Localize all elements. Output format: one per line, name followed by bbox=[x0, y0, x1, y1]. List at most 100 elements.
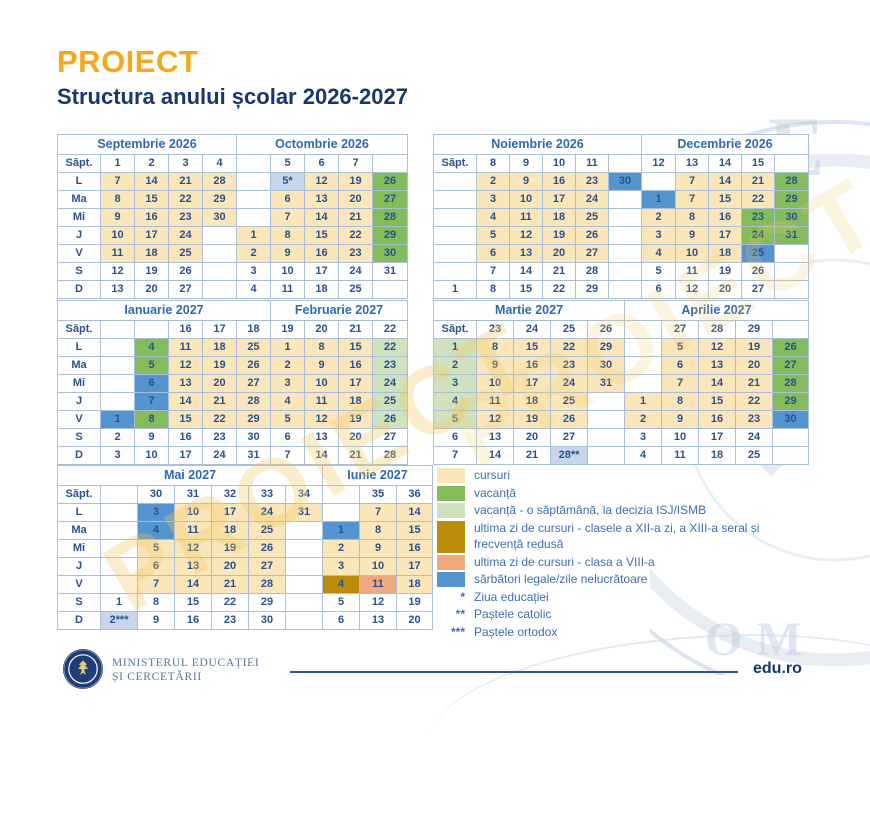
day-cell: 26 bbox=[236, 356, 271, 375]
day-cell: 2 bbox=[433, 356, 477, 375]
day-cell bbox=[236, 190, 271, 209]
ministry-name-line1: MINISTERUL EDUCAȚIEI bbox=[112, 657, 260, 669]
day-cell: 16 bbox=[338, 356, 373, 375]
day-cell: 13 bbox=[100, 280, 135, 299]
day-cell: 14 bbox=[476, 446, 514, 465]
day-cell: 22 bbox=[202, 410, 237, 429]
day-cell: 6 bbox=[137, 557, 175, 576]
month-header: Aprilie 2027 bbox=[624, 300, 809, 321]
day-cell: 3 bbox=[270, 374, 305, 393]
day-cell: 5 bbox=[641, 262, 676, 281]
day-cell bbox=[202, 280, 237, 299]
day-cell: 27 bbox=[168, 280, 203, 299]
week-number-cell: 8 bbox=[476, 154, 510, 173]
week-number-cell bbox=[100, 485, 138, 504]
day-cell: 27 bbox=[248, 557, 286, 576]
day-cell: 14 bbox=[304, 446, 339, 465]
week-number-cell: 29 bbox=[735, 320, 773, 339]
day-label-cell: J bbox=[57, 226, 101, 245]
day-cell: 29 bbox=[372, 226, 408, 245]
day-cell: 20 bbox=[338, 428, 373, 447]
legend-label: ultima zi de cursuri - clasa a VIII-a bbox=[474, 554, 655, 569]
day-cell: 14 bbox=[509, 262, 543, 281]
day-cell: 15 bbox=[509, 280, 543, 299]
day-cell: 11 bbox=[509, 208, 543, 227]
day-cell: 25 bbox=[741, 244, 775, 263]
day-cell: 9 bbox=[137, 611, 175, 630]
day-cell: 15 bbox=[396, 521, 433, 540]
day-cell: 10 bbox=[661, 428, 699, 447]
week-number-cell: 21 bbox=[338, 320, 373, 339]
day-cell: 18 bbox=[708, 244, 742, 263]
day-cell bbox=[100, 575, 138, 594]
day-cell bbox=[587, 392, 625, 411]
week-number-cell: 4 bbox=[202, 154, 237, 173]
day-cell: 30 bbox=[608, 172, 642, 191]
day-cell bbox=[100, 521, 138, 540]
day-cell: 8 bbox=[134, 410, 169, 429]
day-cell: 22 bbox=[211, 593, 249, 612]
day-cell: 3 bbox=[433, 374, 477, 393]
day-cell bbox=[433, 172, 477, 191]
day-cell: 20 bbox=[396, 611, 433, 630]
day-cell bbox=[236, 208, 271, 227]
day-cell: 14 bbox=[708, 172, 742, 191]
day-label-cell: Mi bbox=[57, 539, 101, 558]
day-cell: 16 bbox=[542, 172, 576, 191]
day-label-cell: V bbox=[57, 575, 101, 594]
day-cell: 15 bbox=[698, 392, 736, 411]
day-cell: 15 bbox=[513, 338, 551, 357]
day-cell: 1 bbox=[641, 190, 676, 209]
month-header: Februarie 2027 bbox=[270, 300, 408, 321]
day-cell: 31 bbox=[372, 262, 408, 281]
day-cell: 30 bbox=[772, 410, 809, 429]
day-cell: 4 bbox=[322, 575, 360, 594]
week-number-cell: 27 bbox=[661, 320, 699, 339]
day-cell: 8 bbox=[270, 226, 305, 245]
day-cell: 7 bbox=[270, 208, 305, 227]
day-cell: 28 bbox=[575, 262, 609, 281]
week-number-cell: Săpt. bbox=[57, 154, 101, 173]
day-cell: 15 bbox=[168, 410, 203, 429]
footnote-marker: *** bbox=[450, 624, 465, 639]
day-cell: 6 bbox=[433, 428, 477, 447]
day-cell: 13 bbox=[476, 428, 514, 447]
day-cell: 28 bbox=[248, 575, 286, 594]
day-cell: 22 bbox=[735, 392, 773, 411]
day-cell: 4 bbox=[433, 392, 477, 411]
page-subtitle: Structura anului școlar 2026-2027 bbox=[57, 84, 408, 109]
week-number-cell: 1 bbox=[100, 154, 135, 173]
day-cell: 6 bbox=[476, 244, 510, 263]
week-number-cell: 18 bbox=[236, 320, 271, 339]
day-cell bbox=[285, 575, 323, 594]
day-cell: 26 bbox=[772, 338, 809, 357]
day-cell: 23 bbox=[372, 356, 408, 375]
day-cell: 31 bbox=[774, 226, 809, 245]
day-cell: 28 bbox=[372, 208, 408, 227]
day-cell: 29 bbox=[587, 338, 625, 357]
month-header: Mai 2027 bbox=[57, 465, 323, 486]
day-cell: 26 bbox=[168, 262, 203, 281]
day-cell: 17 bbox=[542, 190, 576, 209]
day-cell: 25 bbox=[550, 392, 588, 411]
day-cell bbox=[100, 356, 135, 375]
day-cell: 2*** bbox=[100, 611, 138, 630]
week-number-cell bbox=[372, 154, 408, 173]
day-cell bbox=[608, 244, 642, 263]
day-cell: 4 bbox=[624, 446, 662, 465]
legend-label: ultima zi de cursuri - clasele a XII-a z… bbox=[474, 520, 760, 552]
day-cell: 20 bbox=[211, 557, 249, 576]
day-cell bbox=[433, 190, 477, 209]
day-cell: 18 bbox=[211, 521, 249, 540]
day-cell: 25 bbox=[338, 280, 373, 299]
day-cell: 24 bbox=[741, 226, 775, 245]
day-cell: 14 bbox=[134, 172, 169, 191]
day-cell: 8 bbox=[100, 190, 135, 209]
day-cell: 5 bbox=[270, 410, 305, 429]
ministry-name: MINISTERUL EDUCAȚIEI ȘI CERCETĂRII bbox=[112, 657, 259, 684]
day-cell: 10 bbox=[359, 557, 397, 576]
day-cell bbox=[202, 262, 237, 281]
day-cell: 9 bbox=[509, 172, 543, 191]
week-number-cell: Săpt. bbox=[433, 320, 477, 339]
day-cell: 4 bbox=[134, 338, 169, 357]
